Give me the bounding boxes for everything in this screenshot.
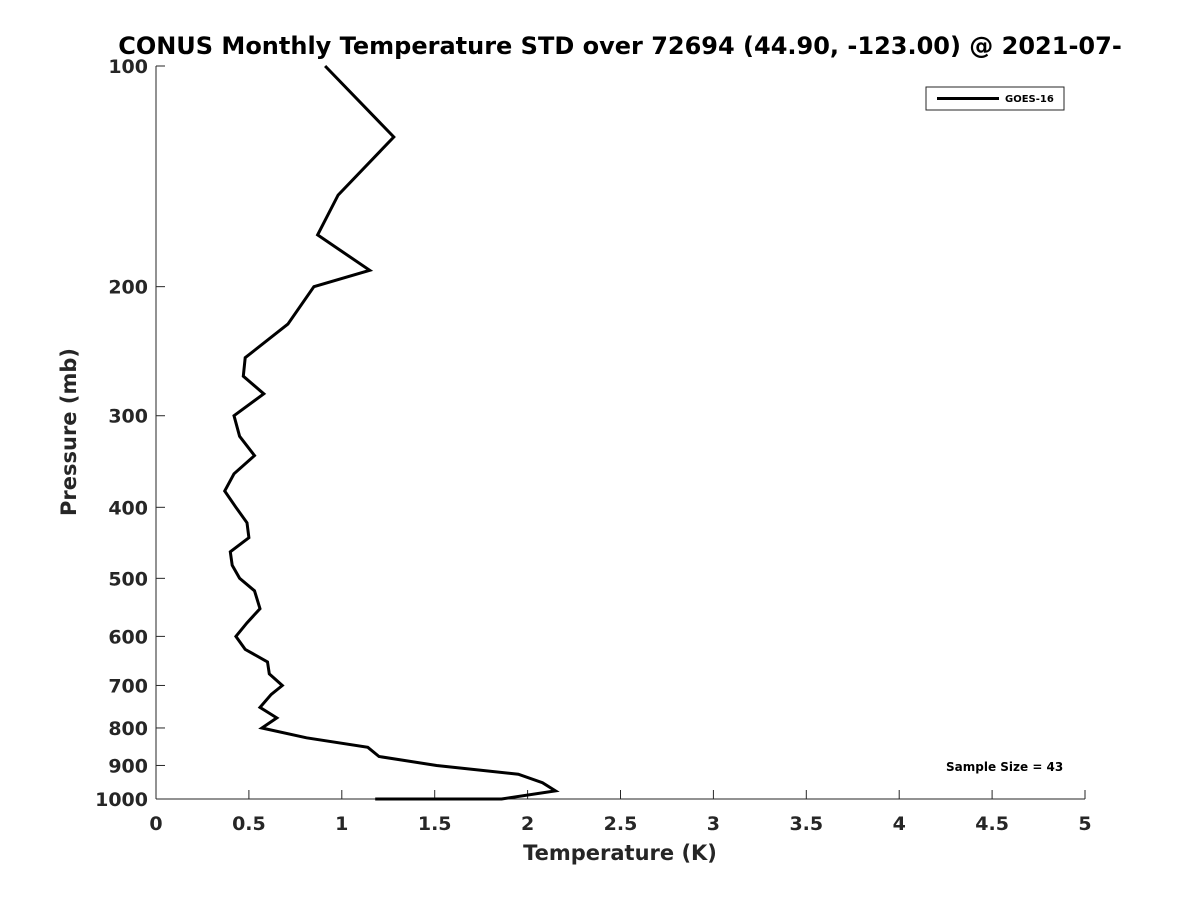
y-tick-label: 400 <box>108 497 148 519</box>
y-tick-label: 300 <box>108 406 148 428</box>
x-tick-label: 1.5 <box>418 813 452 835</box>
series-group <box>222 64 560 801</box>
x-tick-label: 4.5 <box>975 813 1009 835</box>
x-ticks: 0 0.5 1 1.5 2 2.5 3 3.5 4 4.5 5 <box>149 790 1092 835</box>
y-tick-label: 900 <box>108 755 148 777</box>
y-tick-label: 800 <box>108 718 148 740</box>
legend: GOES-16 <box>925 86 1065 111</box>
y-tick-label: 1000 <box>95 789 148 811</box>
y-tick-label: 100 <box>108 56 148 78</box>
x-tick-label: 2.5 <box>604 813 638 835</box>
y-axis-label: Pressure (mb) <box>57 348 81 516</box>
y-tick-label: 200 <box>108 277 148 299</box>
x-tick-label: 0.5 <box>232 813 266 835</box>
x-tick-label: 3 <box>707 813 720 835</box>
y-tick-label: 600 <box>108 626 148 648</box>
legend-label-goes-16: GOES-16 <box>1005 94 1054 105</box>
chart-title: CONUS Monthly Temperature STD over 72694… <box>118 32 1122 60</box>
axes <box>155 66 1085 800</box>
x-tick-label: 0 <box>149 813 162 835</box>
x-tick-label: 3.5 <box>789 813 823 835</box>
series-line-goes-16 <box>222 64 560 801</box>
x-tick-label: 2 <box>521 813 534 835</box>
y-tick-label: 500 <box>108 568 148 590</box>
y-tick-label: 700 <box>108 675 148 697</box>
x-axis-label: Temperature (K) <box>523 841 717 865</box>
x-tick-label: 4 <box>893 813 906 835</box>
y-ticks: 100 200 300 400 500 600 700 800 900 1000 <box>95 56 165 811</box>
x-tick-label: 1 <box>335 813 348 835</box>
sample-size-annotation: Sample Size = 43 <box>946 760 1063 774</box>
x-tick-label: 5 <box>1078 813 1091 835</box>
